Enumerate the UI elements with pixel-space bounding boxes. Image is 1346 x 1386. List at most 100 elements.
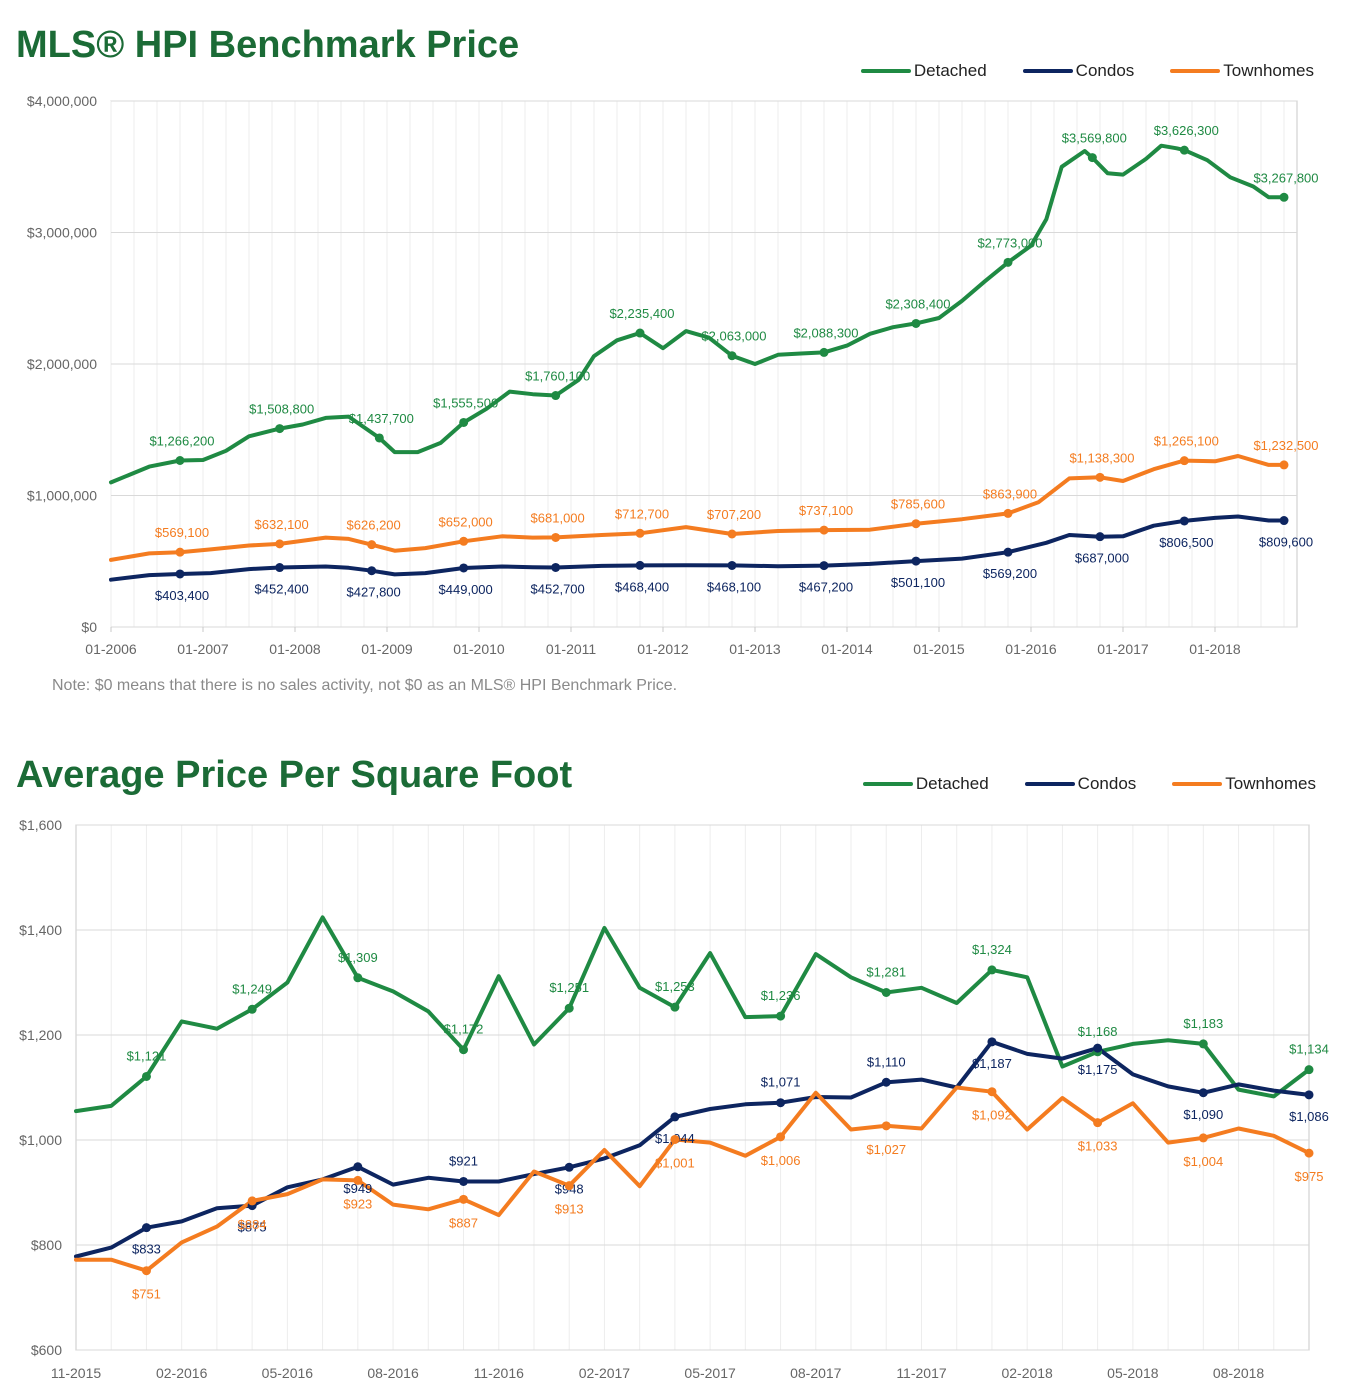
legend-swatch-townhomes	[1172, 782, 1223, 786]
data-point-detached	[551, 391, 561, 401]
x-tick-label: 11-2016	[474, 1365, 525, 1381]
data-label-detached: $1,183	[1183, 1016, 1223, 1031]
x-tick-label: 01-2017	[1097, 641, 1149, 657]
data-point-townhomes	[367, 540, 377, 550]
legend-swatch-detached	[860, 69, 911, 73]
data-point-condos	[275, 563, 285, 573]
y-tick-label: $1,000,000	[27, 488, 97, 504]
x-tick-label: 01-2007	[177, 641, 229, 657]
data-label-townhomes: $569,100	[155, 525, 209, 540]
x-tick-label: 01-2012	[637, 641, 689, 657]
legend-item-townhomes: Townhomes	[1172, 774, 1316, 794]
data-label-condos: $806,500	[1159, 535, 1213, 550]
x-tick-label: 08-2017	[790, 1365, 842, 1381]
data-label-condos: $403,400	[155, 588, 209, 603]
data-label-townhomes: $626,200	[347, 518, 401, 533]
data-point-townhomes	[1304, 1148, 1314, 1158]
data-label-detached: $2,308,400	[885, 296, 950, 311]
x-tick-label: 02-2017	[579, 1365, 631, 1381]
data-label-townhomes: $884	[238, 1217, 267, 1232]
y-tick-label: $0	[81, 619, 97, 635]
data-point-condos	[1304, 1090, 1314, 1100]
data-label-condos: $427,800	[347, 585, 401, 600]
data-point-condos	[353, 1162, 363, 1172]
data-point-detached	[911, 318, 921, 328]
y-tick-label: $2,000,000	[27, 356, 97, 372]
data-label-condos: $921	[449, 1153, 478, 1168]
x-tick-label: 05-2018	[1107, 1365, 1159, 1381]
legend-item-condos: Condos	[1024, 774, 1137, 794]
data-point-detached	[1003, 257, 1013, 267]
data-point-detached	[776, 1011, 786, 1021]
y-tick-label: $1,600	[19, 817, 62, 833]
data-label-detached: $3,569,800	[1062, 131, 1127, 146]
data-label-condos: $468,100	[707, 579, 761, 594]
data-point-condos	[1003, 547, 1013, 557]
chart-title: MLS® HPI Benchmark Price	[16, 24, 520, 66]
data-point-townhomes	[635, 528, 645, 538]
data-point-detached	[459, 1045, 469, 1055]
series-line-condos	[109, 514, 1286, 582]
data-label-townhomes: $1,004	[1183, 1154, 1223, 1169]
legend-label: Townhomes	[1225, 774, 1316, 793]
x-tick-label: 02-2018	[1001, 1365, 1053, 1381]
data-label-condos: $1,187	[972, 1056, 1012, 1071]
data-point-townhomes	[987, 1087, 997, 1097]
y-tick-label: $3,000,000	[27, 225, 97, 241]
data-point-townhomes	[459, 536, 469, 546]
data-point-detached	[881, 987, 891, 997]
data-label-townhomes: $863,900	[983, 486, 1037, 501]
legend-label: Townhomes	[1223, 61, 1314, 80]
data-point-townhomes	[275, 539, 285, 549]
data-label-detached: $1,281	[866, 964, 906, 979]
data-point-detached	[1179, 145, 1189, 155]
data-point-townhomes	[1198, 1133, 1208, 1143]
y-tick-label: $600	[31, 1342, 62, 1358]
legend-item-townhomes: Townhomes	[1170, 61, 1314, 81]
data-point-townhomes	[353, 1175, 363, 1185]
legend-label: Condos	[1077, 774, 1137, 793]
data-label-detached: $1,555,500	[433, 395, 498, 410]
data-label-condos: $1,175	[1078, 1062, 1118, 1077]
data-point-townhomes	[175, 547, 185, 557]
data-point-condos	[1179, 516, 1189, 526]
data-label-condos: $468,400	[615, 579, 669, 594]
data-label-condos: $452,400	[255, 582, 309, 597]
data-point-townhomes	[551, 532, 561, 542]
legend-label: Detached	[915, 774, 989, 793]
y-tick-label: $1,200	[19, 1027, 62, 1043]
data-point-condos	[459, 563, 469, 573]
data-label-condos: $569,200	[983, 566, 1037, 581]
data-point-condos	[1198, 1088, 1208, 1098]
x-tick-label: 01-2009	[361, 641, 413, 657]
data-label-detached: $1,760,100	[525, 369, 590, 384]
data-label-detached: $1,437,700	[349, 411, 414, 426]
data-label-townhomes: $1,092	[972, 1108, 1012, 1123]
price-per-sqft-chart: Average Price Per Square Foot Detached C…	[0, 712, 1346, 1386]
data-label-townhomes: $751	[132, 1287, 161, 1302]
series-line-detached	[109, 143, 1286, 485]
data-label-condos: $833	[132, 1242, 161, 1257]
data-label-townhomes: $1,232,500	[1253, 438, 1318, 453]
data-label-condos: $449,000	[439, 582, 493, 597]
data-point-townhomes	[564, 1181, 574, 1191]
data-label-condos: $501,100	[891, 575, 945, 590]
data-label-detached: $3,626,300	[1154, 123, 1219, 138]
data-label-condos: $949	[343, 1181, 372, 1196]
x-tick-label: 01-2011	[546, 641, 597, 657]
data-label-townhomes: $737,100	[799, 503, 853, 518]
legend-label: Condos	[1075, 61, 1135, 80]
data-label-townhomes: $975	[1295, 1169, 1324, 1184]
x-tick-label: 02-2016	[156, 1365, 208, 1381]
data-label-detached: $3,267,800	[1253, 170, 1318, 185]
legend-item-detached: Detached	[860, 61, 987, 81]
data-label-detached: $2,773,000	[977, 235, 1042, 250]
plot-area	[75, 824, 1310, 1351]
x-tick-label: 11-2017	[896, 1365, 947, 1381]
chart-legend: Detached Condos Townhomes	[860, 61, 1314, 81]
data-point-townhomes	[1179, 456, 1189, 466]
data-point-detached	[987, 965, 997, 975]
legend-swatch-townhomes	[1170, 69, 1221, 73]
data-point-townhomes	[776, 1132, 786, 1142]
data-label-condos: $1,090	[1183, 1107, 1223, 1122]
